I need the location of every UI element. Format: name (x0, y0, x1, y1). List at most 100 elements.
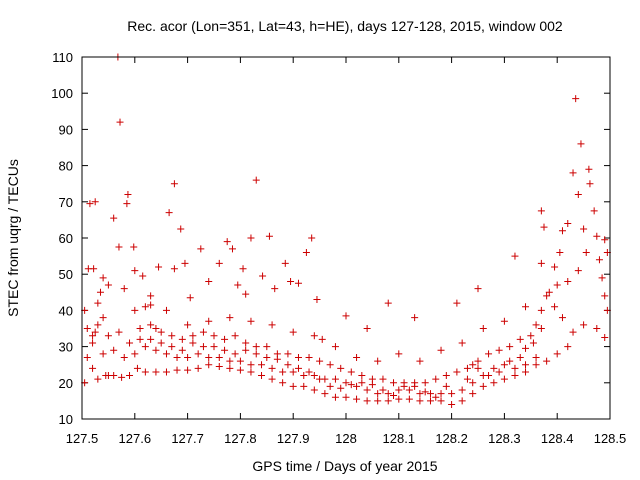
data-point (147, 301, 155, 309)
data-point (448, 390, 456, 398)
data-point (342, 393, 350, 401)
x-tick-label: 128.3 (488, 431, 521, 446)
data-point (469, 361, 477, 369)
data-point (231, 350, 239, 358)
data-point (379, 386, 387, 394)
data-point (358, 372, 366, 380)
data-point (453, 299, 461, 307)
data-point (215, 353, 223, 361)
data-point (102, 372, 110, 380)
data-point (89, 339, 97, 347)
data-point (374, 390, 382, 398)
data-point (310, 386, 318, 394)
data-point (593, 325, 601, 332)
data-point (458, 397, 466, 405)
data-point (120, 285, 128, 293)
data-point (252, 350, 260, 358)
y-tick-label: 90 (59, 122, 73, 137)
data-point (337, 384, 345, 392)
data-point (236, 357, 244, 365)
data-point (545, 288, 553, 296)
data-point (268, 375, 276, 383)
data-point (279, 368, 287, 376)
data-point (411, 314, 419, 322)
data-point (221, 346, 229, 354)
data-point (289, 328, 297, 336)
data-point (131, 306, 139, 314)
data-point (421, 388, 429, 396)
data-point (426, 397, 434, 405)
data-point (368, 381, 376, 389)
data-point (130, 243, 138, 251)
data-point (405, 386, 413, 394)
data-point (184, 353, 192, 361)
data-point (532, 361, 540, 369)
data-point (390, 391, 398, 399)
data-point (474, 364, 482, 372)
data-point (564, 277, 572, 285)
y-tick-label: 70 (59, 195, 73, 210)
data-point (527, 332, 535, 340)
data-point (551, 263, 559, 271)
data-point (279, 379, 287, 387)
axis-ticks-layer: 127.5 127.6 127.7 127.8 127.9 128 128.1 128.2 12… (51, 50, 626, 446)
data-point (532, 353, 540, 361)
data-point (131, 350, 139, 358)
data-point (294, 364, 302, 372)
y-tick-label: 80 (59, 159, 73, 174)
data-point (516, 335, 524, 343)
data-point (94, 321, 102, 329)
y-tick-label: 60 (59, 231, 73, 246)
data-point (294, 353, 302, 361)
data-point (522, 368, 530, 376)
data-point (308, 234, 316, 242)
data-point (556, 248, 564, 256)
data-point (485, 350, 493, 358)
y-tick-label: 40 (59, 303, 73, 318)
data-point (199, 343, 207, 351)
data-point (177, 225, 185, 233)
data-point (139, 272, 147, 280)
data-point (500, 317, 508, 325)
data-point (516, 353, 524, 361)
data-point (395, 395, 403, 403)
data-point (437, 346, 445, 354)
x-tick-label: 128 (335, 431, 357, 446)
data-point (569, 169, 577, 177)
data-point (99, 314, 107, 322)
data-point (331, 343, 339, 351)
data-point (210, 332, 218, 340)
data-point (601, 292, 609, 300)
data-point (141, 303, 149, 311)
data-point (313, 296, 321, 304)
data-point (162, 368, 170, 376)
data-point (522, 303, 530, 311)
data-point (252, 343, 260, 351)
data-point (326, 382, 334, 390)
data-point (90, 265, 98, 273)
data-point (223, 238, 231, 246)
data-point (110, 346, 118, 354)
data-point (318, 335, 326, 343)
data-point (585, 165, 593, 173)
data-point (205, 353, 213, 361)
data-point (300, 382, 308, 390)
data-point (126, 339, 134, 347)
data-point (268, 364, 276, 372)
data-point (247, 368, 255, 376)
data-point (289, 368, 297, 376)
data-point (152, 346, 160, 354)
data-point (469, 390, 477, 398)
data-point (316, 357, 324, 365)
data-point (236, 366, 244, 374)
data-point (205, 361, 213, 369)
data-point (116, 118, 124, 126)
x-tick-label: 127.8 (224, 431, 257, 446)
data-point (228, 245, 236, 253)
data-point (540, 223, 548, 231)
data-point (268, 321, 276, 329)
data-point (147, 292, 155, 300)
data-point (136, 335, 144, 343)
data-point (281, 259, 289, 267)
